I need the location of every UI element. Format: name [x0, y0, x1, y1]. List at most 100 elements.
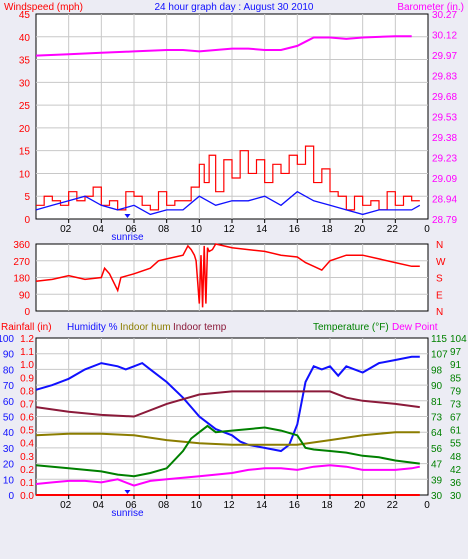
indoor-temp-line: [35, 390, 420, 418]
x-tick-label: 18: [321, 224, 333, 235]
legend-temperature: Temperature (°F): [313, 322, 389, 333]
barometer-tick-label: 29.83: [432, 72, 457, 83]
temperature-tick-label: 56: [431, 444, 443, 455]
x-tick-label: 08: [158, 500, 170, 511]
barometer-line: [35, 35, 412, 57]
windspeed-tick-label: 15: [19, 147, 31, 158]
temperature-alt-tick-label: 48: [450, 452, 462, 463]
x-tick-label: 12: [223, 500, 235, 511]
humidity-tick-label: 40: [3, 428, 15, 439]
temperature-tick-label: 115: [431, 334, 447, 345]
windspeed-tick-label: 35: [19, 56, 31, 67]
x-tick-label: 20: [354, 500, 366, 511]
legend-dew-point: Dew Point: [392, 322, 438, 333]
humidity-tick-label: 100: [0, 334, 14, 345]
humidity-tick-label: 80: [3, 365, 15, 376]
humidity-tick-label: 70: [3, 381, 15, 392]
rainfall-tick-label: 0.4: [20, 439, 34, 450]
direction-tick-label: 360: [13, 240, 30, 251]
barometer-tick-label: 29.53: [432, 113, 457, 124]
temperature-alt-tick-label: 79: [450, 386, 462, 397]
rainfall-tick-label: 0.8: [20, 386, 34, 397]
rainfall-tick-label: 0.1: [20, 478, 34, 489]
rainfall-tick-label: 0.7: [20, 399, 34, 410]
x-tick-label: 22: [387, 224, 399, 235]
wind-average-line: [35, 190, 421, 216]
rainfall-tick-label: 0.9: [20, 373, 34, 384]
x-tick-label: 0: [424, 500, 430, 511]
temperature-alt-tick-label: 30: [450, 491, 462, 502]
windspeed-tick-label: 10: [19, 169, 31, 180]
humidity-tick-label: 90: [3, 350, 15, 361]
windspeed-tick-label: 20: [19, 124, 31, 135]
temperature-alt-tick-label: 67: [450, 413, 462, 424]
direction-tick-label: 270: [13, 257, 30, 268]
windspeed-tick-label: 40: [19, 33, 31, 44]
x-tick-label: 06: [125, 224, 137, 235]
barometer-tick-label: 28.79: [432, 215, 457, 226]
x-tick-label: 18: [321, 500, 333, 511]
x-tick-label: 14: [256, 500, 268, 511]
compass-tick-label: S: [436, 274, 443, 285]
barometer-axis-label: Barometer (in.): [397, 2, 464, 13]
x-tick-label: 06: [125, 500, 137, 511]
x-tick-label: 16: [289, 224, 301, 235]
direction-tick-label: 0: [24, 307, 30, 318]
barometer-tick-label: 29.97: [432, 51, 457, 62]
humidity-tick-label: 10: [3, 475, 15, 486]
wind-direction-line: [35, 243, 420, 308]
compass-tick-label: N: [436, 307, 443, 318]
compass-tick-label: W: [436, 257, 446, 268]
humidity-tick-label: 0: [8, 491, 14, 502]
humidity-tick-label: 60: [3, 397, 15, 408]
chart-title: 24 hour graph day : August 30 2010: [154, 2, 313, 13]
temperature-alt-tick-label: 91: [450, 360, 462, 371]
legend-indoor-temp: Indoor temp: [173, 322, 227, 333]
temperature-alt-tick-label: 104: [450, 334, 467, 345]
x-tick-label: 16: [289, 500, 301, 511]
x-tick-label: 08: [158, 224, 170, 235]
temperature-alt-tick-label: 36: [450, 478, 462, 489]
rainfall-tick-label: 1.0: [20, 360, 34, 371]
windspeed-tick-label: 45: [19, 10, 31, 21]
rainfall-tick-label: 0.3: [20, 452, 34, 463]
legend-rainfall: Rainfall (in): [1, 322, 52, 333]
temperature-alt-tick-label: 55: [450, 439, 462, 450]
x-tick-label: 02: [60, 500, 72, 511]
direction-tick-label: 90: [19, 290, 31, 301]
temperature-line: [35, 424, 420, 478]
legend-indoor-hum: Indoor hum: [120, 322, 171, 333]
sunrise-label: sunrise: [111, 232, 144, 243]
rainfall-tick-label: 0.6: [20, 413, 34, 424]
temperature-tick-label: 90: [431, 381, 443, 392]
legend-humidity: Humidity %: [67, 322, 118, 333]
temperature-tick-label: 30: [431, 491, 443, 502]
x-tick-label: 04: [93, 500, 105, 511]
x-tick-label: 12: [223, 224, 235, 235]
humidity-tick-label: 20: [3, 460, 15, 471]
humidity-tick-label: 50: [3, 413, 15, 424]
sunrise-marker: [124, 214, 131, 218]
temperature-alt-tick-label: 42: [450, 465, 462, 476]
temperature-tick-label: 107: [431, 350, 448, 361]
x-tick-label: 20: [354, 224, 366, 235]
rainfall-tick-label: 0.2: [20, 465, 34, 476]
temperature-tick-label: 81: [431, 397, 443, 408]
temperature-tick-label: 64: [431, 428, 443, 439]
rainfall-tick-label: 0.0: [20, 491, 34, 502]
temperature-alt-tick-label: 97: [450, 347, 462, 358]
barometer-tick-label: 29.09: [432, 174, 457, 185]
x-tick-label: 04: [93, 224, 105, 235]
x-tick-label: 14: [256, 224, 268, 235]
temperature-tick-label: 98: [431, 365, 443, 376]
windspeed-tick-label: 0: [24, 215, 30, 226]
x-tick-label: 0: [424, 224, 430, 235]
temperature-tick-label: 39: [431, 475, 443, 486]
sunrise-marker: [124, 490, 131, 494]
barometer-tick-label: 29.68: [432, 92, 457, 103]
temperature-alt-tick-label: 61: [450, 426, 462, 437]
direction-tick-label: 180: [13, 274, 30, 285]
wind-gust-line: [36, 145, 420, 211]
compass-tick-label: E: [436, 290, 443, 301]
